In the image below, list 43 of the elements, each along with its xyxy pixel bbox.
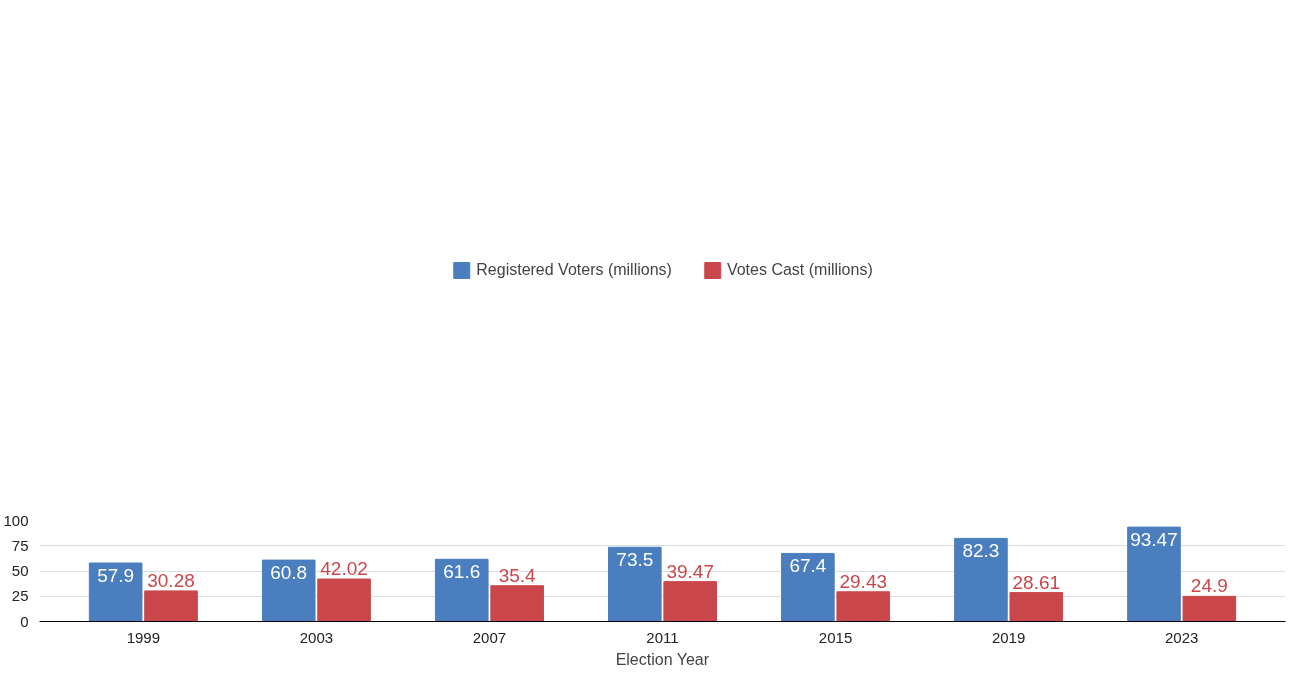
y-tick-label: 25 bbox=[11, 587, 29, 605]
bar bbox=[836, 591, 891, 622]
data-label: 82.3 bbox=[962, 540, 1000, 562]
bar bbox=[1182, 595, 1237, 622]
x-axis-title: Election Year bbox=[615, 650, 710, 668]
bar bbox=[88, 562, 143, 622]
bar bbox=[434, 558, 489, 622]
bar bbox=[781, 552, 835, 622]
data-label: 60.8 bbox=[270, 562, 308, 584]
data-label: 30.28 bbox=[147, 569, 195, 591]
data-label: 39.47 bbox=[666, 560, 714, 582]
y-tick-label: 100 bbox=[3, 511, 29, 529]
bar bbox=[261, 559, 316, 622]
bar bbox=[663, 581, 717, 622]
x-tick-label: 2007 bbox=[472, 628, 507, 646]
y-tick-label: 75 bbox=[11, 536, 29, 554]
bar bbox=[317, 578, 371, 622]
bar bbox=[144, 590, 198, 622]
data-label: 29.43 bbox=[839, 570, 888, 592]
data-label: 67.4 bbox=[789, 555, 827, 577]
bar bbox=[1009, 592, 1064, 622]
x-tick-label: 2023 bbox=[1164, 628, 1199, 646]
data-label: 28.61 bbox=[1012, 571, 1061, 593]
bar bbox=[1127, 526, 1181, 622]
x-tick-label: 2011 bbox=[646, 628, 679, 646]
x-tick-label: 2015 bbox=[818, 628, 853, 646]
data-label: 35.4 bbox=[498, 564, 537, 586]
y-tick-label: 50 bbox=[11, 562, 29, 579]
x-tick-label: 1999 bbox=[126, 628, 161, 646]
data-label: 42.02 bbox=[320, 558, 368, 580]
data-label: 93.47 bbox=[1130, 529, 1178, 551]
legend-label: Votes Cast (millions) bbox=[726, 261, 873, 279]
x-tick-label: 2003 bbox=[299, 628, 334, 646]
y-tick-label: 0 bbox=[20, 612, 29, 630]
data-label: 24.9 bbox=[1190, 575, 1228, 597]
x-tick-label: 2019 bbox=[991, 628, 1026, 646]
legend-label: Registered Voters (millions) bbox=[476, 261, 672, 279]
data-label: 61.6 bbox=[443, 561, 481, 583]
bar bbox=[608, 546, 662, 622]
data-label: 57.9 bbox=[97, 565, 135, 587]
bar bbox=[490, 585, 544, 622]
data-label: 73.5 bbox=[616, 549, 654, 571]
bar bbox=[954, 537, 1008, 622]
